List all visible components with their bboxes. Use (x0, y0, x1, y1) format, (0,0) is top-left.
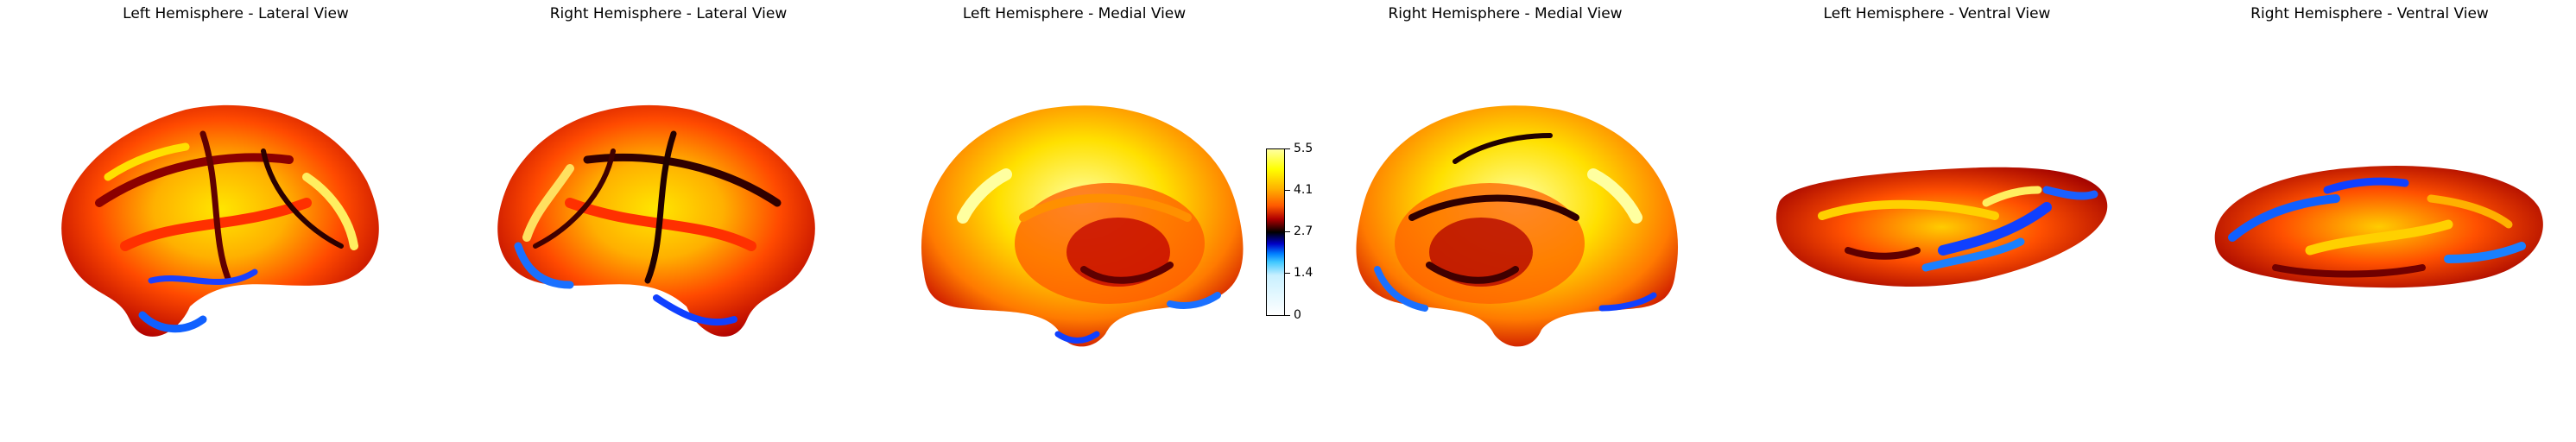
panel-title-right-lateral: Right Hemisphere - Lateral View (549, 5, 788, 22)
panel-title-left-medial: Left Hemisphere - Medial View (962, 5, 1187, 22)
brain-left-medial (921, 105, 1244, 347)
colorbar-tick (1285, 315, 1290, 316)
colorbar-tick (1285, 231, 1290, 232)
brain-right-ventral (2214, 166, 2543, 288)
panel-title-right-medial: Right Hemisphere - Medial View (1388, 5, 1623, 22)
colorbar-tick (1285, 273, 1290, 274)
colorbar-tick (1285, 190, 1290, 191)
panel-title-right-ventral: Right Hemisphere - Ventral View (2250, 5, 2489, 22)
colorbar-label: 1.4 (1294, 266, 1313, 280)
colorbar: 5.5 4.1 2.7 1.4 0 (1266, 142, 1335, 322)
panel-title-left-ventral: Left Hemisphere - Ventral View (1823, 5, 2051, 22)
brain-right-medial (1356, 105, 1679, 347)
colorbar-label: 0 (1294, 308, 1301, 322)
colorbar-gradient (1266, 148, 1285, 316)
colorbar-label: 2.7 (1294, 224, 1313, 238)
colorbar-label: 4.1 (1294, 183, 1313, 197)
colorbar-label: 5.5 (1294, 142, 1313, 155)
brain-left-ventral (1775, 167, 2108, 287)
brain-right-lateral (497, 104, 815, 337)
panel-title-left-lateral: Left Hemisphere - Lateral View (123, 5, 349, 22)
colorbar-tick (1285, 148, 1290, 149)
brain-left-lateral (61, 104, 379, 337)
